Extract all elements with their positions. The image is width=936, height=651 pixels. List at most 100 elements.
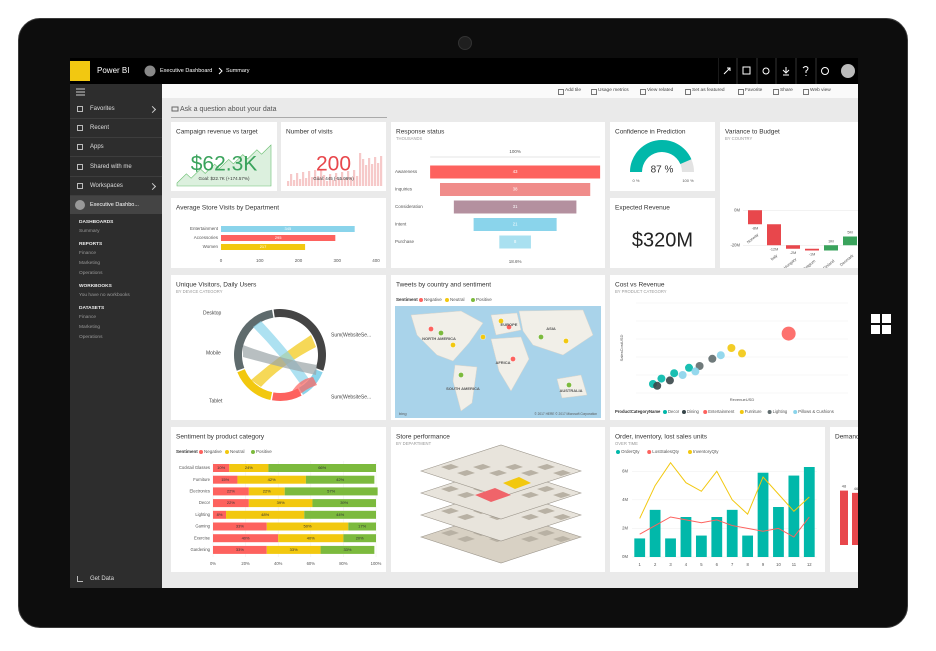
store-zone xyxy=(475,488,511,502)
trend-bar xyxy=(374,157,377,186)
legend-label: LostSalesQty xyxy=(652,449,680,454)
toolbar-button[interactable]: Set as featured xyxy=(692,88,725,93)
comment-icon[interactable] xyxy=(742,66,751,75)
scatter-point xyxy=(685,363,693,372)
tile[interactable]: Confidence in Prediction 87 % 0 % 100 % xyxy=(610,122,715,191)
section-item[interactable]: Summary xyxy=(79,229,100,234)
toolbar-icon xyxy=(640,89,646,95)
toolbar-button[interactable]: Web view xyxy=(810,88,831,93)
nav-icon xyxy=(77,125,83,131)
feedback-icon[interactable] xyxy=(821,67,829,75)
tile[interactable]: Campaign revenue vs target $62.3K Goal: $2… xyxy=(171,122,277,191)
nav-item[interactable]: Recent xyxy=(90,125,110,131)
bar xyxy=(773,507,784,557)
trend-bar xyxy=(296,173,299,186)
tile[interactable]: Expected Revenue $320M xyxy=(610,198,715,268)
trend-bar xyxy=(293,180,296,186)
tile-title: Order, inventory, lost sales units xyxy=(615,434,708,441)
bar-segment xyxy=(213,475,238,484)
tile[interactable]: Tweets by country and sentiment Sentiment… xyxy=(391,275,605,420)
map-pie xyxy=(538,334,544,340)
tile[interactable]: Order, inventory, lost sales units OVER T… xyxy=(610,427,825,572)
get-data[interactable]: Get Data xyxy=(90,576,115,582)
tile-title: Response status xyxy=(396,129,445,136)
legend-dot xyxy=(225,450,229,454)
expand-icon[interactable] xyxy=(723,67,731,75)
x-tick-label: 4 xyxy=(685,562,688,567)
y-axis-label: SalesCostUSD xyxy=(619,335,624,362)
tile[interactable]: Average Store Visits by Department 0 100 20… xyxy=(171,198,386,268)
chevron xyxy=(148,182,157,191)
toolbar-button[interactable]: Share xyxy=(780,88,793,93)
bar-segment xyxy=(266,545,321,554)
breadcrumb[interactable]: Summary xyxy=(226,68,250,74)
avatar[interactable] xyxy=(841,64,855,78)
section-item[interactable]: Operations xyxy=(79,335,103,340)
trend-bar xyxy=(353,170,356,186)
value-label: 217 xyxy=(260,244,267,249)
toolbar-button[interactable]: Favorite xyxy=(745,88,763,93)
map-region-label: ASIA xyxy=(546,326,556,331)
tile-title: Sentiment by product category xyxy=(176,434,265,441)
windows-button[interactable] xyxy=(870,313,892,335)
section-item[interactable]: You have no workbooks xyxy=(79,293,130,298)
y-tick-label: 2M xyxy=(622,526,628,531)
bar-segment xyxy=(343,534,376,543)
tile-title: Confidence in Prediction xyxy=(615,129,686,136)
map-region-label: NORTH AMERICA xyxy=(422,336,456,341)
tile[interactable]: Cost vs Revenue BY PRODUCT CATEGORY SalesC… xyxy=(610,275,858,420)
breadcrumb[interactable]: Executive Dashboard xyxy=(160,68,213,74)
app-launcher[interactable] xyxy=(70,61,90,81)
tile[interactable]: Demand 48 46 xyxy=(830,427,858,572)
workspace-name[interactable]: Executive Dashbo... xyxy=(90,202,139,208)
section-item[interactable]: Marketing xyxy=(79,325,101,330)
value-label: 24% xyxy=(245,465,253,470)
nav-item[interactable]: Favorites xyxy=(90,106,115,112)
legend-label: Neutral xyxy=(450,297,465,302)
settings-icon[interactable] xyxy=(762,67,770,75)
nav-item[interactable]: Shared with me xyxy=(90,164,132,170)
top-icons xyxy=(718,58,855,84)
hamburger[interactable] xyxy=(75,88,89,96)
gauge-min: 0 % xyxy=(633,178,640,183)
funnel-bar xyxy=(440,183,591,196)
section-item[interactable]: Finance xyxy=(79,315,97,320)
nav-item[interactable]: Apps xyxy=(90,144,104,150)
category-label: Awareness xyxy=(395,169,418,174)
tile[interactable]: Response status THOUSANDS 100% Awareness 43 I… xyxy=(391,122,605,268)
store-shelf xyxy=(537,464,555,470)
kpi-goal: Goal: $22.7K (+174.57%) xyxy=(199,176,250,181)
download-icon[interactable] xyxy=(782,67,790,76)
legend-label: Lighting xyxy=(773,409,788,414)
tile[interactable]: Unique Visitors, Daily Users BY DEVICE CA… xyxy=(171,275,386,420)
scatter-point xyxy=(665,376,674,385)
trend-bar xyxy=(350,177,353,186)
tile[interactable]: Store performance BY DEPARTMENT xyxy=(391,427,605,572)
map-pie xyxy=(563,338,569,344)
legend-label: InventoryQty xyxy=(693,449,719,454)
x-tick-label: 12 xyxy=(807,562,812,567)
section-item[interactable]: Operations xyxy=(79,271,103,276)
bar xyxy=(852,492,858,545)
value-label: 22% xyxy=(227,488,235,493)
tile[interactable]: Variance to Budget BY COUNTRY 0M -20M -8M Nor… xyxy=(720,122,858,268)
toolbar-button[interactable]: View related xyxy=(647,88,674,93)
value-label: 8% xyxy=(217,512,223,517)
trend-bar xyxy=(290,174,293,186)
help-icon[interactable] xyxy=(802,66,809,77)
qa-box[interactable]: Ask a question about your data xyxy=(180,106,277,113)
tile[interactable]: Number of visits 200 Goal: 445 (-55.06%) xyxy=(281,122,386,191)
toolbar-button[interactable]: Add tile xyxy=(565,88,581,93)
nav-item[interactable]: Workspaces xyxy=(90,183,123,189)
tile[interactable]: Sentiment by product category Sentiment Ne… xyxy=(171,427,386,572)
scatter-point xyxy=(678,371,687,379)
kpi-goal: Goal: 445 (-55.06%) xyxy=(313,176,354,181)
legend-label: Negative xyxy=(424,297,442,302)
legend-label: Dining xyxy=(687,409,700,414)
value-label: 345 xyxy=(285,226,292,231)
toolbar-button[interactable]: Usage metrics xyxy=(598,88,629,93)
section-item[interactable]: Marketing xyxy=(79,261,101,266)
section-item[interactable]: Finance xyxy=(79,251,97,256)
